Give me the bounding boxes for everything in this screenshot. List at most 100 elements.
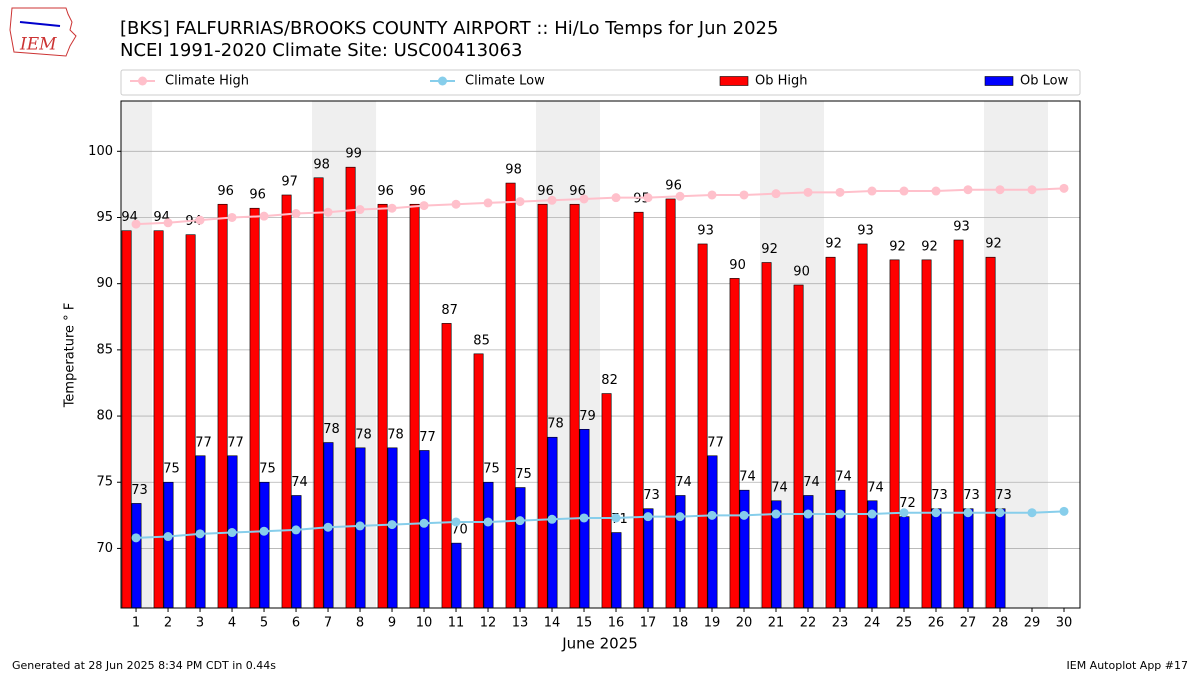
x-tick-label: 9	[388, 616, 396, 631]
x-tick-label: 4	[228, 616, 236, 631]
data-label: 92	[889, 239, 906, 254]
bar	[697, 243, 708, 609]
bar	[793, 284, 804, 609]
bar	[899, 516, 910, 609]
line-marker	[611, 193, 621, 203]
y-tick-label: 95	[96, 210, 113, 225]
bar	[441, 323, 452, 609]
data-label: 79	[579, 409, 596, 424]
y-tick-label: 100	[88, 144, 113, 159]
x-tick-label: 27	[960, 616, 977, 631]
bar	[537, 203, 548, 609]
line-marker	[387, 203, 397, 213]
bar	[345, 166, 356, 609]
bar	[473, 353, 484, 609]
line-marker	[899, 186, 909, 196]
bar	[921, 259, 932, 609]
x-tick-label: 13	[512, 616, 529, 631]
line-marker	[579, 194, 589, 204]
bar	[569, 203, 580, 609]
bar	[835, 489, 846, 609]
data-label: 73	[643, 488, 660, 503]
x-tick-label: 29	[1024, 616, 1041, 631]
legend-label: Ob High	[755, 74, 808, 89]
data-label: 96	[409, 184, 426, 199]
x-tick-label: 3	[196, 616, 204, 631]
bar	[995, 508, 1006, 609]
logo-text: IEM	[19, 35, 57, 55]
bar	[451, 542, 462, 609]
line-marker	[643, 193, 653, 203]
line-marker	[483, 198, 493, 208]
line-marker	[547, 195, 557, 205]
chart-subtitle: NCEI 1991-2020 Climate Site: USC00413063	[120, 40, 522, 61]
x-tick-label: 14	[544, 616, 561, 631]
line-marker	[995, 508, 1005, 518]
x-tick-label: 1	[132, 616, 140, 631]
x-tick-label: 20	[736, 616, 753, 631]
plot-frame	[120, 100, 1081, 609]
bar	[611, 532, 622, 609]
bar	[185, 234, 196, 609]
data-label: 74	[675, 475, 692, 490]
bar	[217, 203, 228, 609]
line-marker	[867, 509, 877, 519]
data-label: 77	[707, 435, 724, 450]
legend-marker	[138, 76, 147, 86]
data-label: 78	[387, 427, 404, 442]
x-tick-label: 7	[324, 616, 332, 631]
bar	[739, 489, 750, 609]
line-marker	[963, 185, 973, 195]
logo-outline	[9, 7, 77, 57]
legend-swatch	[984, 76, 1014, 86]
bar	[601, 393, 612, 609]
data-label: 74	[771, 480, 788, 495]
x-tick-label: 6	[292, 616, 300, 631]
line-marker	[163, 532, 173, 542]
data-label: 98	[505, 163, 522, 178]
line-marker	[131, 533, 141, 543]
data-label: 97	[281, 174, 298, 189]
data-label: 75	[259, 462, 276, 477]
data-label: 96	[377, 184, 394, 199]
line-marker	[643, 512, 653, 522]
line-marker	[451, 517, 461, 527]
line-marker	[355, 205, 365, 215]
data-label: 85	[473, 333, 490, 348]
data-label: 96	[249, 188, 266, 203]
x-tick-label: 26	[928, 616, 945, 631]
line-marker	[803, 187, 813, 197]
bar	[761, 262, 772, 609]
data-label: 75	[515, 467, 532, 482]
data-label: 73	[995, 488, 1012, 503]
data-label: 99	[345, 147, 362, 162]
chart-title: [BKS] FALFURRIAS/BROOKS COUNTY AIRPORT :…	[120, 18, 778, 39]
line-marker	[835, 187, 845, 197]
bar	[409, 203, 420, 609]
data-label: 77	[419, 430, 436, 445]
line-marker	[899, 508, 909, 518]
data-label: 96	[665, 178, 682, 193]
line-marker	[707, 510, 717, 520]
x-tick-label: 8	[356, 616, 364, 631]
line-marker	[675, 191, 685, 201]
bar	[963, 508, 974, 609]
data-label: 74	[739, 470, 756, 485]
legend-label: Climate High	[165, 74, 249, 89]
data-label: 87	[441, 303, 458, 318]
line-marker	[739, 510, 749, 520]
line-marker	[227, 528, 237, 538]
line-marker	[227, 212, 237, 222]
data-label: 73	[931, 488, 948, 503]
data-label: 90	[793, 265, 810, 280]
y-tick-label: 85	[96, 342, 113, 357]
y-axis-label: Temperature ° F	[63, 303, 78, 409]
line-marker	[931, 186, 941, 196]
line-marker	[995, 185, 1005, 195]
data-label: 93	[697, 223, 714, 238]
bar	[419, 450, 430, 609]
line	[135, 510, 1065, 539]
line-marker	[131, 219, 141, 229]
data-label: 73	[963, 488, 980, 503]
